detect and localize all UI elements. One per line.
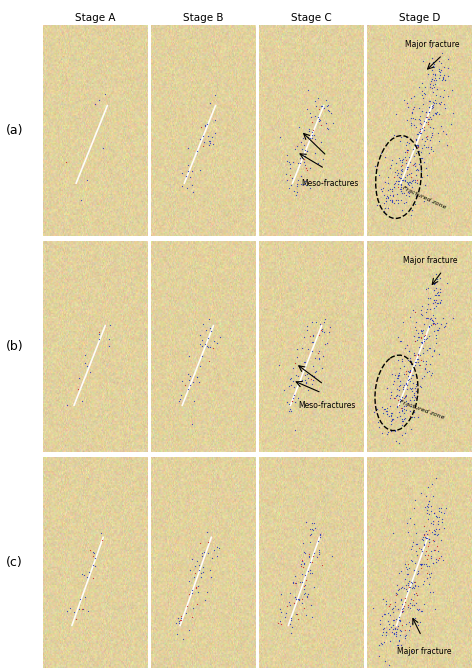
Text: Major fracture: Major fracture [402, 256, 457, 265]
Text: Stage D: Stage D [399, 13, 440, 23]
Text: Stage A: Stage A [74, 13, 115, 23]
Text: Meso-fractures: Meso-fractures [298, 401, 356, 410]
Text: (c): (c) [6, 556, 23, 569]
Text: Stage C: Stage C [291, 13, 332, 23]
Text: (a): (a) [6, 124, 23, 138]
Text: Meso-fractures: Meso-fractures [301, 179, 359, 188]
Text: Stage B: Stage B [183, 13, 223, 23]
Text: Major fracture: Major fracture [405, 40, 459, 49]
Text: Fractured zone: Fractured zone [402, 186, 447, 211]
Text: Fractured zone: Fractured zone [398, 399, 445, 420]
Text: (b): (b) [5, 340, 23, 353]
Text: Major fracture: Major fracture [397, 647, 452, 656]
